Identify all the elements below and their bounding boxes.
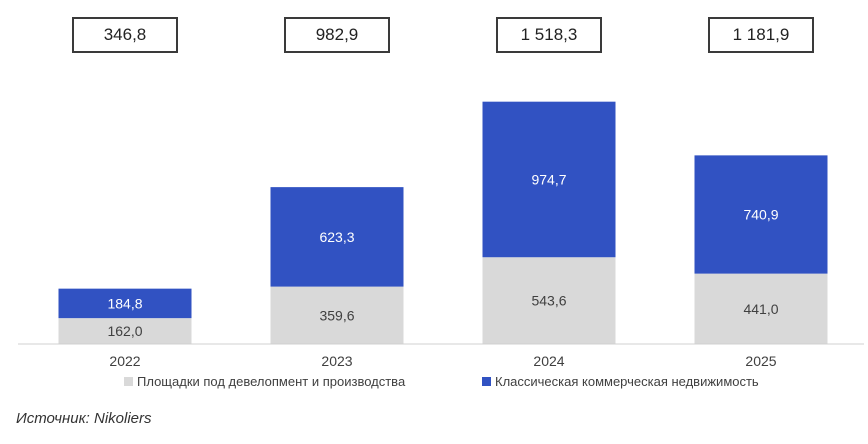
legend-swatch-commercial	[482, 377, 491, 386]
legend-item-commercial: Классическая коммерческая недвижимость	[482, 374, 759, 389]
bar-segment-2024-s1	[482, 101, 616, 258]
total-box-2025: 1 181,9	[708, 17, 814, 53]
data-label-2025-s0: 441,0	[743, 301, 778, 317]
data-label-2022-s1: 184,8	[107, 295, 142, 311]
stacked-bar-chart: 162,0 184,8 359,6 623,3 543,6 974,7 441,0 740,9…	[18, 101, 864, 369]
bar-segment-2023-s1	[270, 187, 404, 287]
bar-segment-2025-s0	[694, 273, 828, 344]
x-tick-label-2023: 2023	[321, 353, 352, 369]
total-box-2024: 1 518,3	[496, 17, 602, 53]
total-box-2023: 982,9	[284, 17, 390, 53]
bar-segment-2022-s0	[58, 318, 192, 344]
x-tick-label-2025: 2025	[745, 353, 776, 369]
data-label-2022-s0: 162,0	[107, 323, 142, 339]
x-tick-label-2022: 2022	[109, 353, 140, 369]
bar-segment-2024-s0	[482, 257, 616, 344]
legend-swatch-development	[124, 377, 133, 386]
data-label-2023-s1: 623,3	[319, 229, 354, 245]
data-label-2025-s1: 740,9	[743, 206, 778, 222]
bar-segment-2025-s1	[694, 155, 828, 274]
bar-segment-2022-s1	[58, 288, 192, 319]
legend-label-development: Площадки под девелопмент и производства	[137, 374, 406, 389]
legend: Площадки под девелопмент и производства …	[0, 374, 868, 394]
source-note: Источник: Nikoliers	[16, 410, 152, 427]
data-label-2023-s0: 359,6	[319, 307, 354, 323]
total-box-2022: 346,8	[72, 17, 178, 53]
legend-label-commercial: Классическая коммерческая недвижимость	[495, 374, 759, 389]
x-tick-label-2024: 2024	[533, 353, 564, 369]
bar-segment-2023-s0	[270, 286, 404, 344]
legend-item-development: Площадки под девелопмент и производства	[124, 374, 405, 389]
data-label-2024-s1: 974,7	[531, 171, 566, 187]
data-label-2024-s0: 543,6	[531, 293, 566, 309]
